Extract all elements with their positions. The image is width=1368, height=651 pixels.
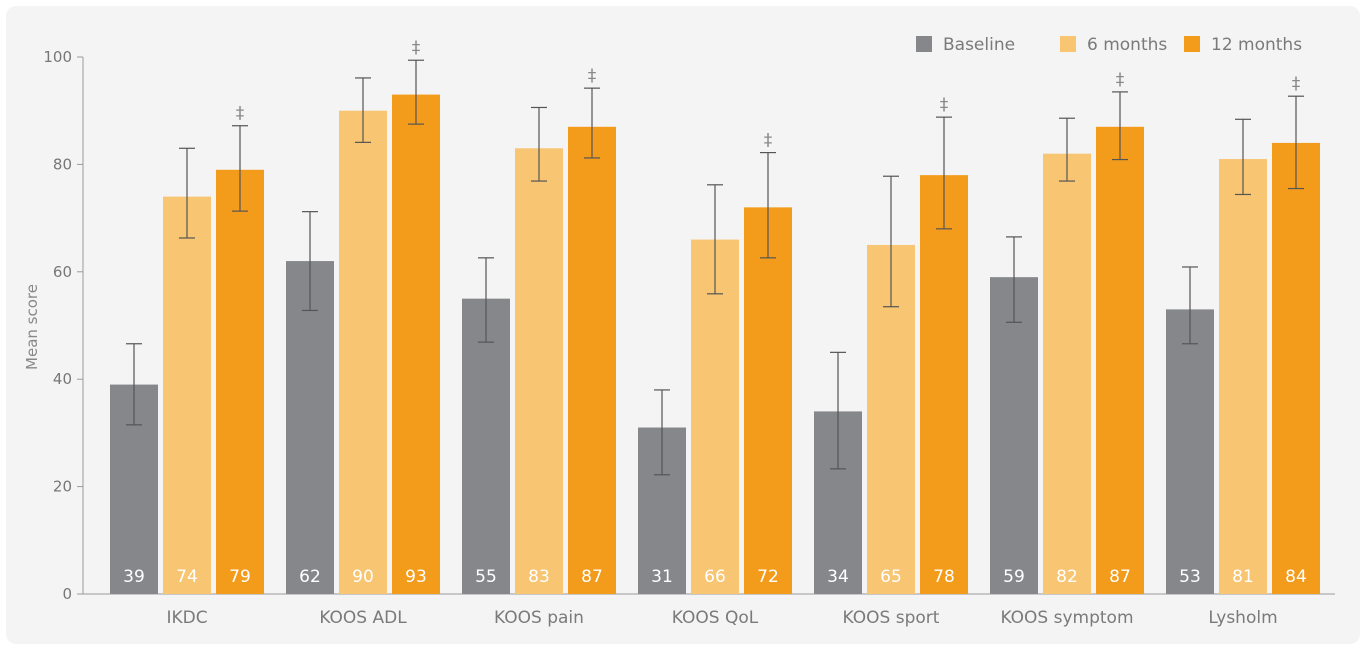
data-label: 87 xyxy=(1109,567,1131,587)
legend-label: 12 months xyxy=(1211,35,1302,55)
legend-swatch xyxy=(1060,36,1076,52)
data-label: 59 xyxy=(1003,567,1025,587)
x-tick-label: KOOS sport xyxy=(843,608,940,628)
bar xyxy=(163,196,211,594)
legend-label: 6 months xyxy=(1087,35,1167,55)
bar xyxy=(462,298,510,594)
x-tick-label: IKDC xyxy=(166,608,207,628)
x-tick-label: KOOS symptom xyxy=(1000,608,1133,628)
bar xyxy=(990,277,1038,594)
bar xyxy=(920,175,968,594)
significance-marker: ‡ xyxy=(764,131,773,151)
x-tick-label: KOOS pain xyxy=(494,608,584,628)
x-tick-label: Lysholm xyxy=(1208,608,1277,628)
data-label: 62 xyxy=(299,567,321,587)
bar xyxy=(1219,159,1267,594)
bar xyxy=(744,207,792,595)
data-label: 66 xyxy=(704,567,726,587)
bar xyxy=(1096,126,1144,594)
data-label: 87 xyxy=(581,567,603,587)
data-label: 34 xyxy=(827,567,849,587)
y-tick-label: 20 xyxy=(53,478,72,496)
bar xyxy=(339,110,387,594)
data-label: 39 xyxy=(123,567,145,587)
data-label: 79 xyxy=(229,567,251,587)
data-label: 81 xyxy=(1232,567,1254,587)
bar xyxy=(286,261,334,594)
legend-label: Baseline xyxy=(943,35,1015,55)
bar xyxy=(1272,142,1320,595)
data-label: 31 xyxy=(651,567,673,587)
data-label: 83 xyxy=(528,567,550,587)
data-label: 90 xyxy=(352,567,374,587)
y-tick-label: 60 xyxy=(53,263,72,281)
y-tick-label: 100 xyxy=(43,48,72,66)
data-label: 74 xyxy=(176,567,198,587)
bar xyxy=(691,239,739,594)
y-axis-title: Mean score xyxy=(23,284,41,370)
significance-marker: ‡ xyxy=(1292,74,1301,94)
data-label: 65 xyxy=(880,567,902,587)
significance-marker: ‡ xyxy=(236,104,245,124)
legend-swatch xyxy=(916,36,932,52)
bar xyxy=(392,94,440,594)
y-tick-label: 80 xyxy=(53,155,72,173)
bar xyxy=(1043,153,1091,594)
x-tick-label: KOOS ADL xyxy=(319,608,407,628)
bar xyxy=(1166,309,1214,594)
bar xyxy=(568,126,616,594)
y-tick-label: 0 xyxy=(62,585,72,603)
data-label: 78 xyxy=(933,567,955,587)
data-label: 93 xyxy=(405,567,427,587)
significance-marker: ‡ xyxy=(1116,70,1125,90)
significance-marker: ‡ xyxy=(588,66,597,86)
significance-marker: ‡ xyxy=(412,38,421,58)
significance-marker: ‡ xyxy=(940,95,949,115)
y-tick-label: 40 xyxy=(53,370,72,388)
bar xyxy=(515,148,563,595)
data-label: 82 xyxy=(1056,567,1078,587)
bar xyxy=(216,169,264,594)
data-label: 84 xyxy=(1285,567,1307,587)
x-tick-label: KOOS QoL xyxy=(672,608,759,628)
data-label: 72 xyxy=(757,567,779,587)
data-label: 55 xyxy=(475,567,497,587)
data-label: 53 xyxy=(1179,567,1201,587)
legend-swatch xyxy=(1184,36,1200,52)
